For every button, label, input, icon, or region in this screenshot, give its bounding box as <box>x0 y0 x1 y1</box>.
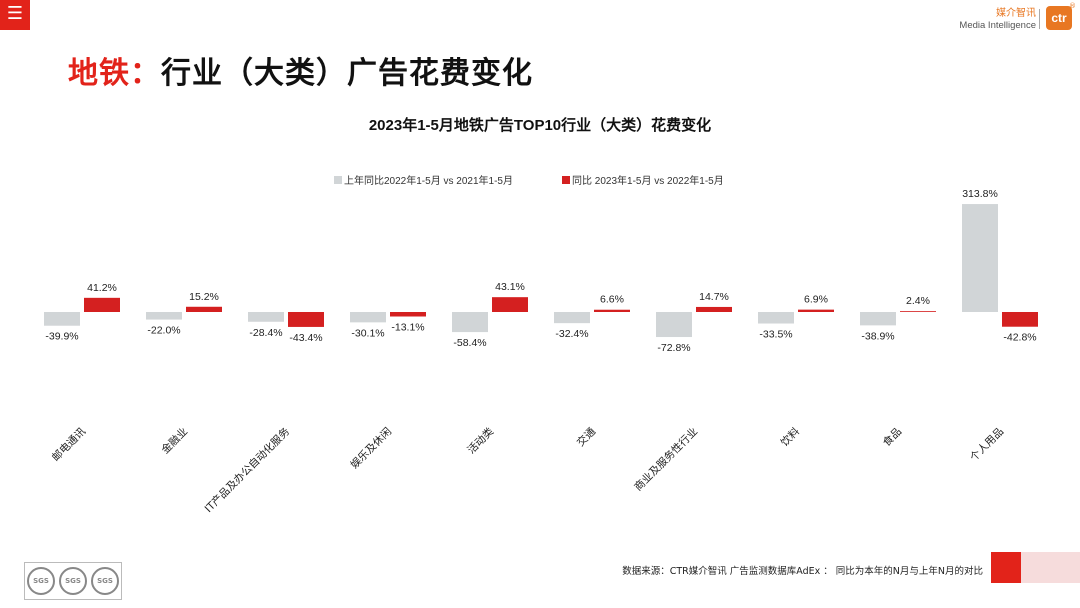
sgs-certification-badges: SGS SGS SGS <box>24 562 122 600</box>
data-label-prev-year-7: -72.8% <box>657 342 690 354</box>
brand-name-en: Media Intelligence <box>959 20 1036 31</box>
sgs-badge-text: SGS <box>97 577 113 585</box>
category-label-2: 金融业 <box>159 425 190 456</box>
footer-pink-block <box>1021 552 1080 583</box>
bar-prev-year-8 <box>758 312 794 324</box>
menu-button[interactable]: ☰ <box>0 0 30 30</box>
page-title-accent: 地铁： <box>68 56 161 91</box>
data-label-prev-year-8: -33.5% <box>759 329 792 341</box>
legend-swatch-1 <box>334 176 342 184</box>
bar-prev-year-4 <box>350 312 386 323</box>
bar-prev-year-2 <box>146 312 182 320</box>
category-label-4: 娱乐及休闲 <box>348 425 394 471</box>
category-label-5: 活动类 <box>465 425 497 457</box>
data-label-yoy-3: -43.4% <box>289 332 322 344</box>
category-label-8: 饮料 <box>778 425 802 449</box>
data-label-prev-year-10: 313.8% <box>962 188 998 200</box>
category-label-3: IT产品及办公自动化服务 <box>202 425 293 516</box>
sgs-badge-text: SGS <box>33 577 49 585</box>
sgs-badge-icon: SGS <box>91 567 119 595</box>
bar-prev-year-6 <box>554 312 590 324</box>
category-label-10: 个人用品 <box>968 426 1006 464</box>
bar-chart: 2023年1-5月地铁广告TOP10行业（大类）花费变化上年同比2022年1-5… <box>44 116 1038 516</box>
data-label-yoy-8: 6.9% <box>804 294 828 306</box>
data-label-prev-year-2: -22.0% <box>147 325 180 337</box>
bar-yoy-8 <box>798 309 834 312</box>
bar-yoy-10 <box>1002 312 1038 327</box>
bar-yoy-5 <box>492 297 528 312</box>
page-title: 地铁：行业（大类）广告花费变化 <box>68 48 533 92</box>
data-label-yoy-1: 41.2% <box>87 282 117 294</box>
brand-text: 媒介智讯 Media Intelligence <box>959 8 1036 32</box>
legend-swatch-2 <box>562 176 570 184</box>
category-label-7: 商业及服务性行业 <box>632 425 701 494</box>
chart-title: 2023年1-5月地铁广告TOP10行业（大类）花费变化 <box>369 116 711 134</box>
category-label-1: 邮电通讯 <box>49 425 88 464</box>
sgs-badge-icon: SGS <box>59 567 87 595</box>
data-label-yoy-4: -13.1% <box>391 322 424 334</box>
sgs-badge-text: SGS <box>65 577 81 585</box>
data-label-yoy-2: 15.2% <box>189 291 219 303</box>
data-label-prev-year-4: -30.1% <box>351 327 384 339</box>
legend-label-2: 同比 2023年1-5月 vs 2022年1-5月 <box>572 174 724 187</box>
bar-prev-year-3 <box>248 312 284 322</box>
category-label-9: 食品 <box>880 425 904 449</box>
data-label-prev-year-5: -58.4% <box>453 337 486 349</box>
data-label-yoy-7: 14.7% <box>699 291 729 303</box>
data-label-yoy-6: 6.6% <box>600 294 624 306</box>
bar-prev-year-9 <box>860 312 896 326</box>
bar-yoy-7 <box>696 306 732 312</box>
ctr-logo: ctr <box>1046 6 1072 30</box>
brand-name-cn: 媒介智讯 <box>996 8 1036 19</box>
bar-yoy-6 <box>594 309 630 312</box>
category-label-6: 交通 <box>574 425 598 449</box>
sgs-badge-icon: SGS <box>27 567 55 595</box>
data-label-prev-year-9: -38.9% <box>861 330 894 342</box>
brand-divider <box>1039 9 1040 29</box>
data-label-yoy-10: -42.8% <box>1003 332 1036 344</box>
bar-prev-year-1 <box>44 312 80 326</box>
bar-prev-year-5 <box>452 312 488 333</box>
bar-yoy-2 <box>186 306 222 312</box>
registered-mark: ® <box>1069 2 1076 10</box>
bar-prev-year-10 <box>962 204 998 312</box>
bar-yoy-9 <box>900 311 936 312</box>
data-label-yoy-9: 2.4% <box>906 295 930 307</box>
data-label-prev-year-1: -39.9% <box>45 331 78 343</box>
hamburger-icon: ☰ <box>6 3 24 24</box>
data-label-prev-year-6: -32.4% <box>555 328 588 340</box>
ctr-logo-text: ctr <box>1051 11 1067 25</box>
data-label-prev-year-3: -28.4% <box>249 327 282 339</box>
bar-yoy-4 <box>390 312 426 317</box>
footer-red-block <box>991 552 1021 583</box>
bar-yoy-3 <box>288 312 324 327</box>
page-title-rest: 行业（大类）广告花费变化 <box>161 56 533 91</box>
data-label-yoy-5: 43.1% <box>495 281 525 293</box>
bar-prev-year-7 <box>656 312 692 338</box>
bar-yoy-1 <box>84 297 120 312</box>
legend-label-1: 上年同比2022年1-5月 vs 2021年1-5月 <box>344 174 513 187</box>
data-source-note: 数据来源：CTR媒介智讯 广告监测数据库AdEx ： 同比为本年的N月与上年N月… <box>622 566 983 577</box>
